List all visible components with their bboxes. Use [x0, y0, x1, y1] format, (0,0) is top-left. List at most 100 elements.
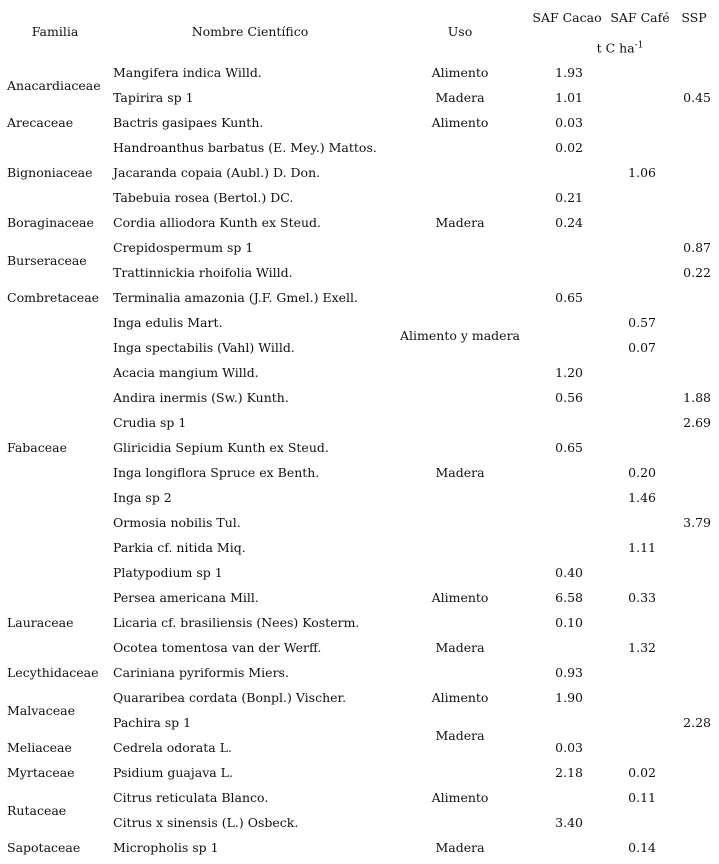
cacao-value: 0.56 [555, 390, 583, 405]
family-name: Fabaceae [7, 440, 67, 455]
species-name: Citrus reticulata Blanco. [113, 790, 269, 805]
cacao-value: 0.03 [555, 740, 583, 755]
uso-label: Alimento [431, 790, 489, 805]
cafe-value: 0.20 [628, 465, 656, 480]
header-ssp: SSP [681, 10, 707, 25]
header-familia: Familia [31, 24, 79, 39]
cafe-value: 1.06 [628, 165, 656, 180]
cacao-value: 0.40 [555, 565, 583, 580]
cacao-value: 3.40 [555, 815, 583, 830]
ssp-value: 2.69 [683, 415, 711, 430]
species-name: Jacaranda copaia (Aubl.) D. Don. [113, 165, 321, 180]
units-sup: -1 [634, 40, 644, 51]
species-name: Terminalia amazonia (J.F. Gmel.) Exell. [113, 290, 359, 305]
species-name: Cariniana pyriformis Miers. [113, 665, 289, 680]
uso-label: Alimento [431, 115, 489, 130]
species-name: Crepidospermum sp 1 [113, 240, 254, 255]
species-name: Crudia sp 1 [113, 415, 187, 430]
species-name: Tapirira sp 1 [113, 90, 194, 105]
species-name: Mangifera indica Willd. [113, 65, 262, 80]
cacao-value: 1.20 [555, 365, 583, 380]
cacao-value: 0.65 [555, 440, 583, 455]
family-name: Meliaceae [7, 740, 72, 755]
family-name: Burseraceae [7, 252, 87, 268]
family-name: Malvaceae [7, 702, 76, 718]
header-cafe: SAF Café [610, 10, 670, 25]
cafe-value: 1.11 [628, 540, 656, 555]
family-name: Combretaceae [7, 290, 100, 305]
cacao-value: 0.65 [555, 290, 583, 305]
units-text: t C ha [596, 40, 635, 56]
family-name: Bignoniaceae [7, 165, 93, 180]
uso-label: Madera [435, 727, 485, 743]
ssp-value: 0.45 [683, 90, 711, 105]
species-name: Inga spectabilis (Vahl) Willd. [113, 340, 295, 355]
family-name: Sapotaceae [7, 840, 81, 855]
uso-label: Alimento [431, 690, 489, 705]
cacao-value: 2.18 [555, 765, 583, 780]
species-name: Cordia alliodora Kunth ex Steud. [113, 215, 322, 230]
uso-label: Alimento [431, 65, 489, 80]
species-name: Quararibea cordata (Bonpl.) Vischer. [113, 690, 347, 705]
cacao-value: 0.93 [555, 665, 583, 680]
cafe-value: 0.57 [628, 315, 656, 330]
uso-label: Madera [435, 640, 485, 655]
species-name: Pachira sp 1 [113, 715, 192, 730]
species-name: Handroanthus barbatus (E. Mey.) Mattos. [113, 140, 377, 155]
cacao-value: 0.21 [555, 190, 583, 205]
species-name: Parkia cf. nitida Miq. [113, 540, 246, 555]
uso-label: Alimento [431, 590, 489, 605]
species-name: Cedrela odorata L. [113, 740, 232, 755]
cafe-value: 0.33 [628, 590, 656, 605]
family-name: Arecaceae [7, 115, 74, 130]
family-name: Lecythidaceae [7, 665, 99, 680]
header-units: t C ha-1 [597, 37, 644, 56]
uso-label: Madera [435, 90, 485, 105]
cacao-value: 1.90 [555, 690, 583, 705]
species-name: Licaria cf. brasiliensis (Nees) Kosterm. [113, 615, 360, 630]
cacao-value: 1.93 [555, 65, 583, 80]
species-name: Citrus x sinensis (L.) Osbeck. [113, 815, 299, 830]
ssp-value: 3.79 [683, 515, 711, 530]
species-name: Ocotea tomentosa van der Werff. [113, 640, 322, 655]
species-name: Inga sp 2 [113, 490, 172, 505]
family-name: Anacardiaceae [7, 77, 101, 93]
cafe-value: 1.46 [628, 490, 656, 505]
species-name: Gliricidia Sepium Kunth ex Steud. [113, 440, 329, 455]
header-uso: Uso [447, 24, 473, 39]
ssp-value: 0.22 [683, 265, 711, 280]
cafe-value: 0.14 [628, 840, 656, 855]
cacao-value: 0.03 [555, 115, 583, 130]
species-name: Tabebuia rosea (Bertol.) DC. [113, 190, 294, 205]
species-name: Ormosia nobilis Tul. [113, 515, 241, 530]
cacao-value: 0.24 [555, 215, 583, 230]
family-name: Lauraceae [7, 615, 74, 630]
ssp-value: 2.28 [683, 715, 711, 730]
species-name: Bactris gasipaes Kunth. [113, 115, 264, 130]
cacao-value: 6.58 [555, 590, 583, 605]
family-name: Myrtaceae [7, 765, 75, 780]
species-name: Inga edulis Mart. [113, 315, 223, 330]
family-name: Boraginaceae [7, 215, 94, 230]
cacao-value: 0.02 [555, 140, 583, 155]
uso-label: Madera [435, 465, 485, 480]
uso-label: Madera [435, 215, 485, 230]
cacao-value: 1.01 [555, 90, 583, 105]
species-name: Inga longiflora Spruce ex Benth. [113, 465, 320, 480]
cafe-value: 0.11 [628, 790, 656, 805]
species-name: Trattinnickia rhoifolia Willd. [113, 265, 293, 280]
cafe-value: 1.32 [628, 640, 656, 655]
cacao-value: 0.10 [555, 615, 583, 630]
header-nombre: Nombre Científico [191, 24, 309, 39]
species-name: Platypodium sp 1 [113, 565, 223, 580]
species-name: Micropholis sp 1 [113, 840, 219, 855]
species-name: Psidium guajava L. [113, 765, 233, 780]
uso-label: Alimento y madera [399, 327, 521, 343]
header-cacao: SAF Cacao [532, 10, 602, 25]
uso-label: Madera [435, 840, 485, 855]
ssp-value: 1.88 [683, 390, 711, 405]
species-name: Acacia mangium Willd. [113, 365, 259, 380]
ssp-value: 0.87 [683, 240, 711, 255]
cafe-value: 0.07 [628, 340, 656, 355]
